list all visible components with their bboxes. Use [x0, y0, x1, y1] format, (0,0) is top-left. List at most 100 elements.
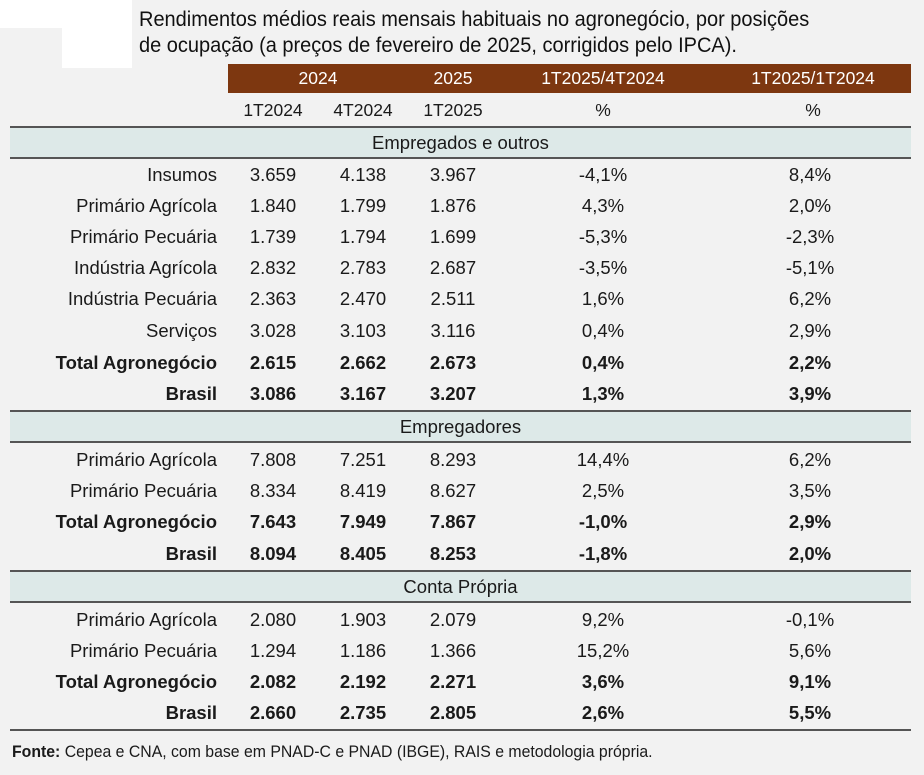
cell-4t2024: 3.167 — [339, 383, 387, 404]
cell-var-year: 3,9% — [788, 383, 832, 404]
table-row-total: Total Agronegócio 7.643 7.949 7.867 -1,0… — [10, 506, 911, 537]
table-row: Primário Pecuária 1.294 1.186 1.366 15,2… — [10, 635, 911, 666]
row-label: Primário Agrícola — [76, 449, 217, 470]
cell-1t2025: 2.511 — [430, 288, 476, 309]
table-row-total: Total Agronegócio 2.615 2.662 2.673 0,4%… — [10, 347, 911, 378]
cell-4t2024: 3.103 — [339, 320, 387, 341]
table-row: Primário Agrícola 2.080 1.903 2.079 9,2%… — [10, 604, 911, 635]
cell-1t2025: 2.673 — [429, 352, 477, 373]
cell-var-year: 2,9% — [788, 511, 832, 532]
cell-1t2025: 3.207 — [429, 383, 477, 404]
cell-4t2024: 2.783 — [339, 257, 387, 278]
cell-1t2024: 1.294 — [249, 640, 297, 661]
row-label: Brasil — [165, 543, 217, 564]
header-percent-quarter: % — [595, 100, 611, 120]
section-empregados: Empregados e outros — [10, 128, 911, 157]
cell-4t2024: 8.405 — [339, 543, 387, 564]
section-conta-propria: Conta Própria — [10, 572, 911, 601]
row-label: Indústria Agrícola — [74, 257, 217, 278]
cell-var-quarter: 14,4% — [576, 449, 630, 470]
cell-var-quarter: 1,6% — [581, 288, 625, 309]
cell-var-quarter: -3,5% — [578, 257, 628, 278]
blank-header-area-bottom — [62, 28, 132, 68]
table-row: Primário Agrícola 1.840 1.799 1.876 4,3%… — [10, 190, 911, 221]
cell-1t2024: 8.094 — [249, 543, 297, 564]
cell-1t2025: 2.687 — [429, 257, 477, 278]
header-1t2025: 1T2025 — [423, 100, 483, 120]
source-text: Cepea e CNA, com base em PNAD-C e PNAD (… — [60, 742, 653, 761]
cell-1t2025: 1.876 — [429, 195, 477, 216]
cell-var-quarter: -5,3% — [578, 226, 628, 247]
cell-var-year: -0,1% — [785, 609, 835, 630]
cell-var-quarter: 0,4% — [581, 320, 625, 341]
header-year-2024: 2024 — [298, 68, 338, 88]
title-line-2: de ocupação (a preços de fevereiro de 20… — [139, 33, 737, 57]
cell-4t2024: 7.251 — [339, 449, 387, 470]
section-empregadores: Empregadores — [10, 412, 911, 441]
header-percent-year: % — [805, 100, 821, 120]
cell-var-year: 6,2% — [788, 449, 832, 470]
cell-var-year: 9,1% — [788, 671, 832, 692]
table-row: Indústria Pecuária 2.363 2.470 2.511 1,6… — [10, 283, 911, 314]
table-row-brasil: Brasil 8.094 8.405 8.253 -1,8% 2,0% — [10, 538, 911, 569]
cell-1t2024: 2.082 — [249, 671, 297, 692]
table-row-brasil: Brasil 3.086 3.167 3.207 1,3% 3,9% — [10, 378, 911, 409]
cell-1t2025: 8.293 — [429, 449, 477, 470]
row-label: Primário Agrícola — [76, 195, 217, 216]
table-row-total: Total Agronegócio 2.082 2.192 2.271 3,6%… — [10, 666, 911, 697]
cell-1t2025: 1.366 — [429, 640, 477, 661]
row-label: Primário Agrícola — [76, 609, 217, 630]
cell-1t2024: 3.028 — [249, 320, 297, 341]
cell-var-year: 2,0% — [788, 195, 832, 216]
row-label: Primário Pecuária — [69, 226, 217, 247]
header-row-years: 2024 2025 1T2025/4T2024 1T2025/1T2024 — [228, 64, 911, 93]
cell-1t2025: 3.967 — [429, 164, 477, 185]
table-row: Serviços 3.028 3.103 3.116 0,4% 2,9% — [10, 315, 911, 346]
cell-4t2024: 1.799 — [339, 195, 387, 216]
cell-1t2025: 2.079 — [429, 609, 477, 630]
table-row: Insumos 3.659 4.138 3.967 -4,1% 8,4% — [10, 159, 911, 190]
blank-header-area-top — [0, 0, 132, 28]
cell-var-quarter: 2,6% — [581, 702, 625, 723]
cell-var-quarter: 0,4% — [581, 352, 625, 373]
cell-var-year: -5,1% — [785, 257, 835, 278]
cell-var-quarter: 15,2% — [576, 640, 630, 661]
cell-4t2024: 7.949 — [339, 511, 387, 532]
row-label: Total Agronegócio — [55, 671, 217, 692]
cell-1t2024: 2.363 — [249, 288, 297, 309]
cell-1t2024: 7.808 — [249, 449, 297, 470]
table-bottom-border — [10, 729, 911, 731]
cell-var-year: 8,4% — [788, 164, 832, 185]
cell-var-quarter: 4,3% — [581, 195, 625, 216]
header-divider — [10, 126, 911, 128]
cell-4t2024: 1.903 — [339, 609, 387, 630]
cell-1t2024: 1.739 — [249, 226, 297, 247]
table-row: Primário Pecuária 1.739 1.794 1.699 -5,3… — [10, 221, 911, 252]
section-divider — [10, 441, 911, 443]
cell-var-quarter: 9,2% — [581, 609, 625, 630]
table-row: Primário Pecuária 8.334 8.419 8.627 2,5%… — [10, 475, 911, 506]
table-title: Rendimentos médios reais mensais habitua… — [139, 6, 864, 58]
cell-4t2024: 1.186 — [339, 640, 387, 661]
cell-1t2024: 3.086 — [249, 383, 297, 404]
table-row: Primário Agrícola 7.808 7.251 8.293 14,4… — [10, 444, 911, 475]
row-label: Primário Pecuária — [69, 640, 217, 661]
cell-1t2025: 2.805 — [429, 702, 477, 723]
cell-4t2024: 2.662 — [339, 352, 387, 373]
title-line-1: Rendimentos médios reais mensais habitua… — [139, 7, 810, 31]
row-label: Brasil — [165, 383, 217, 404]
source-label: Fonte: — [12, 742, 61, 761]
cell-var-year: 2,2% — [788, 352, 832, 373]
cell-var-quarter: 1,3% — [581, 383, 625, 404]
cell-var-year: 6,2% — [788, 288, 832, 309]
cell-4t2024: 4.138 — [339, 164, 387, 185]
section-divider — [10, 410, 911, 412]
cell-var-year: 3,5% — [788, 480, 832, 501]
cell-4t2024: 8.419 — [339, 480, 387, 501]
header-row-periods: 1T2024 4T2024 1T2025 % % — [228, 94, 911, 126]
cell-4t2024: 2.192 — [339, 671, 387, 692]
cell-1t2025: 1.699 — [429, 226, 477, 247]
section-divider — [10, 570, 911, 572]
cell-1t2025: 8.627 — [429, 480, 477, 501]
row-label: Brasil — [165, 702, 217, 723]
